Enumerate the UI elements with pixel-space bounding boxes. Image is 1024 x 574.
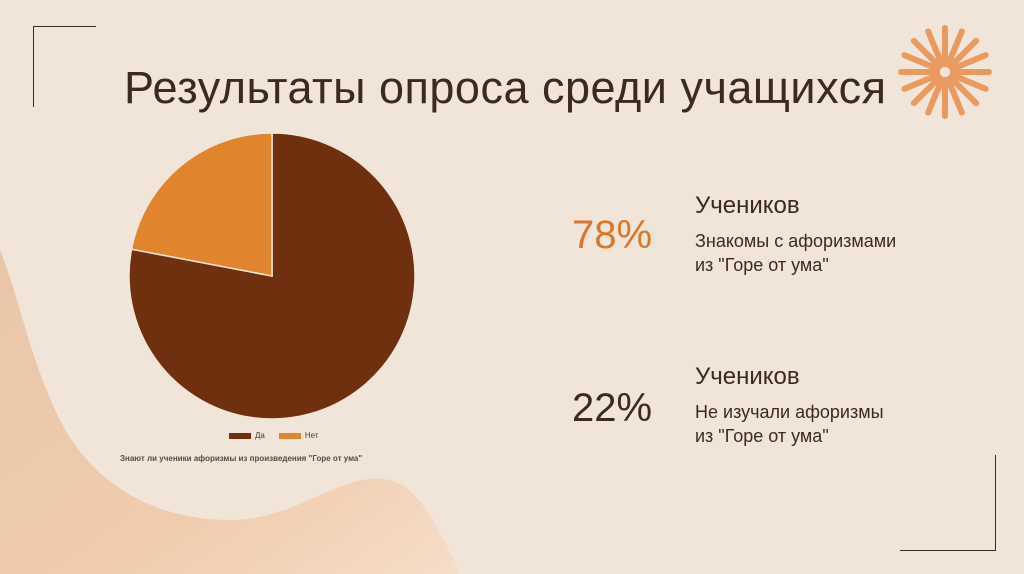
burst-ray — [949, 72, 989, 92]
corner-frame-top-left — [33, 26, 96, 107]
burst-ray — [925, 76, 945, 116]
legend-label-no: Нет — [304, 431, 319, 440]
legend-item-no: Нет — [278, 431, 319, 440]
legend-swatch-yes — [229, 432, 251, 439]
page-title: Результаты опроса среди учащихся — [124, 62, 887, 113]
stat-line1-known: Знакомы с афоризмами — [695, 231, 897, 251]
stat-line2-unknown: из "Горе от ума" — [695, 426, 829, 446]
stat-heading-unknown: Учеников — [695, 363, 800, 390]
burst-ray — [945, 76, 965, 116]
burst-ray — [947, 74, 980, 107]
pie-chart — [128, 132, 416, 420]
stat-percent-unknown: 22% — [572, 386, 653, 430]
stat-line1-unknown: Не изучали афоризмы — [695, 402, 884, 422]
legend-label-yes: Да — [255, 431, 265, 440]
stat-line2-known: из "Горе от ума" — [695, 255, 829, 275]
chart-caption: Знают ли ученики афоризмы из произведени… — [120, 454, 363, 463]
burst-ray — [949, 52, 989, 72]
legend-item-yes: Да — [229, 431, 265, 440]
stat-heading-known: Учеников — [695, 192, 800, 219]
burst-ray — [925, 28, 945, 68]
burst-ray — [910, 74, 943, 107]
sun-burst-icon — [898, 25, 992, 119]
burst-ray — [910, 37, 943, 70]
pie-slice-no — [130, 132, 273, 277]
burst-ray — [901, 72, 941, 92]
corner-frame-bottom-right — [900, 455, 996, 551]
legend-swatch-no — [278, 432, 301, 439]
burst-ray — [945, 28, 965, 68]
burst-ray — [901, 52, 941, 72]
burst-ray — [947, 37, 980, 70]
chart-legend: Да Нет — [229, 431, 333, 440]
stat-percent-known: 78% — [572, 213, 653, 257]
